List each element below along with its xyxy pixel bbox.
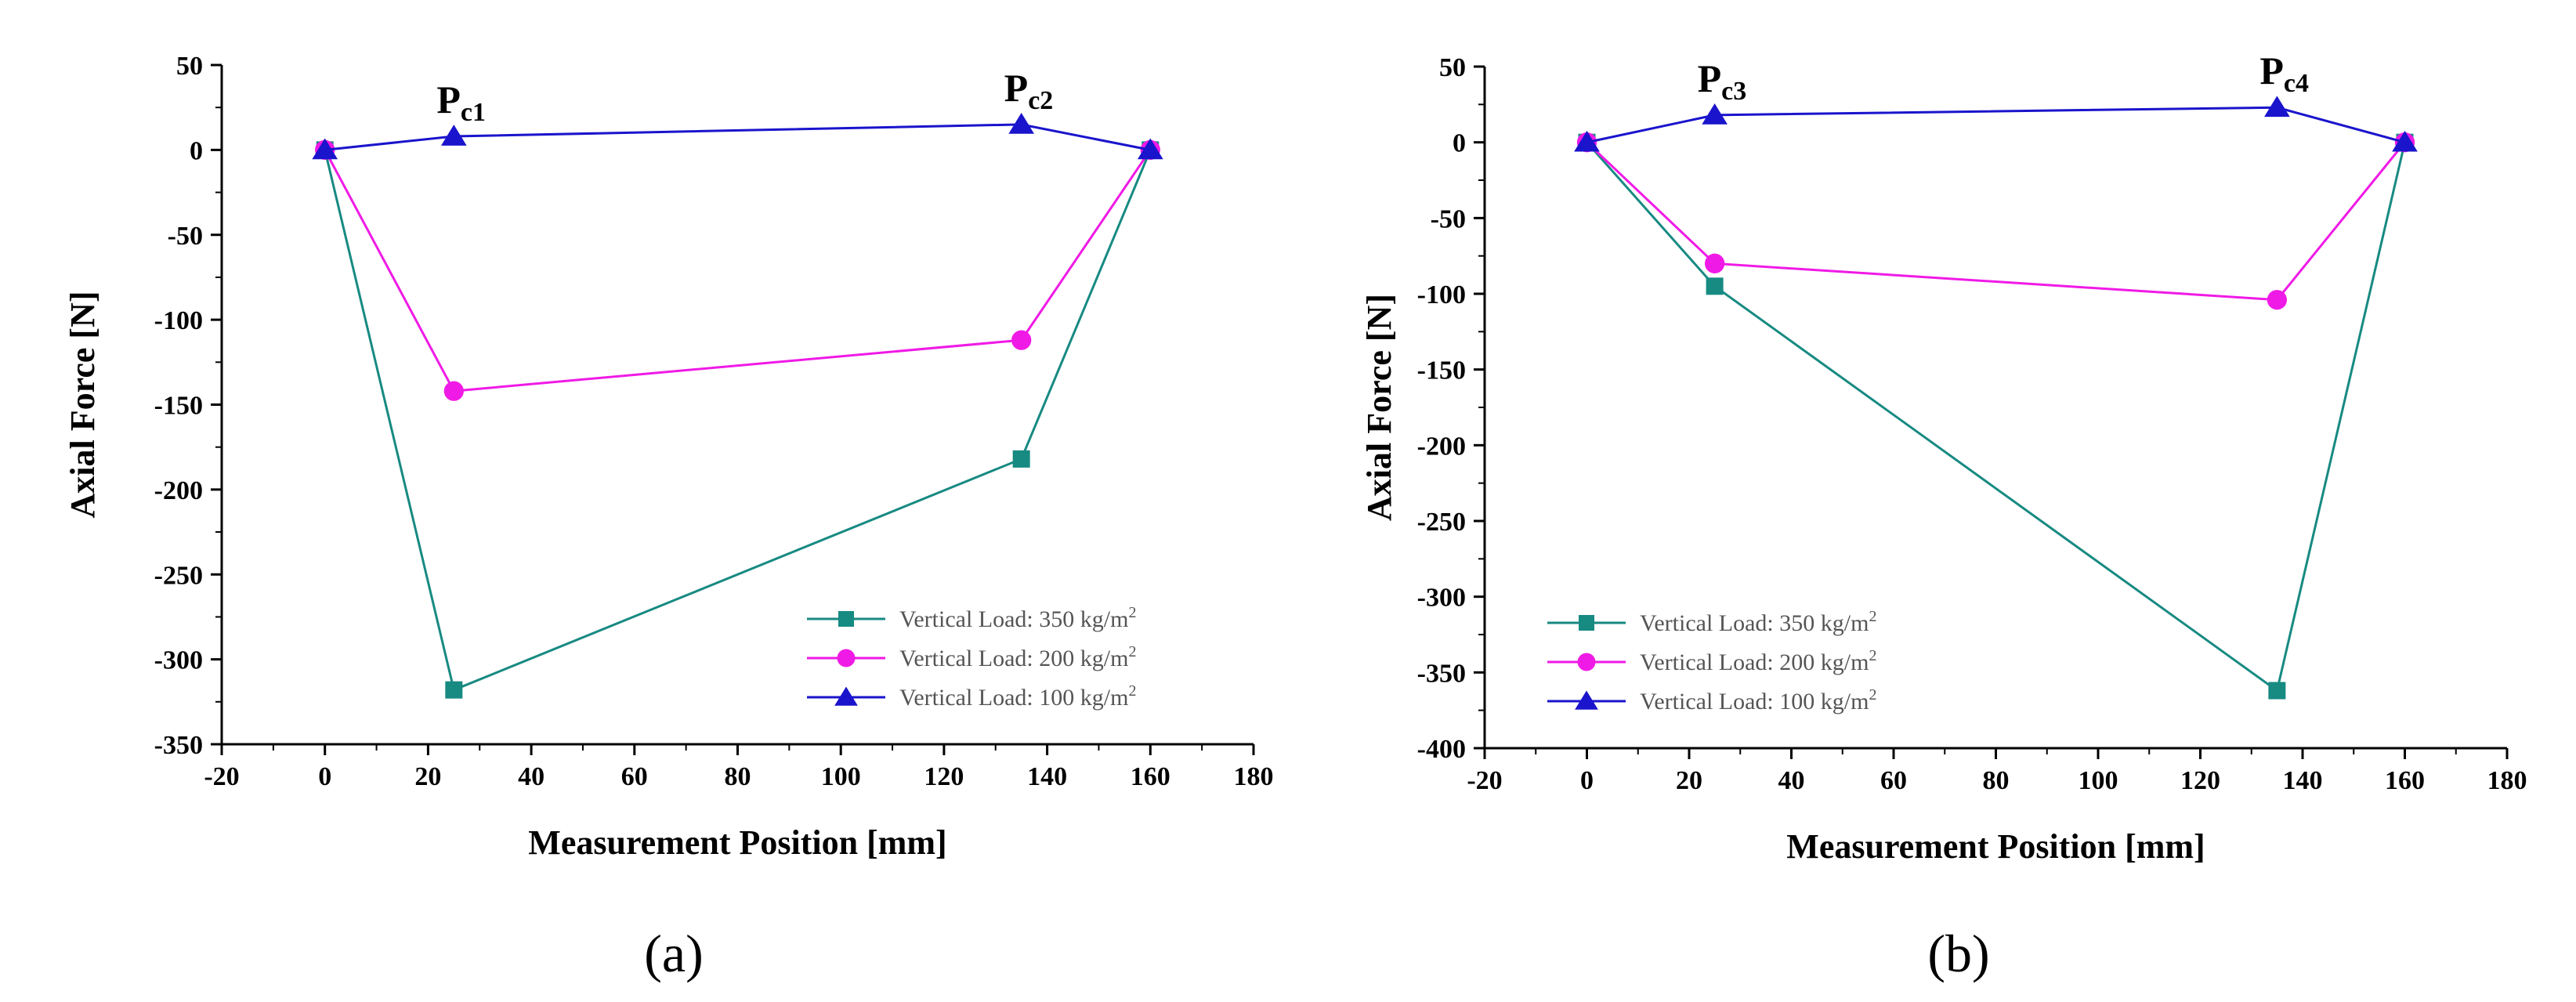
data-point — [1011, 330, 1032, 350]
x-tick-label: 160 — [1131, 762, 1170, 791]
data-point — [1574, 130, 1600, 152]
series-2 — [312, 113, 1163, 160]
y-tick-label: -350 — [154, 731, 203, 760]
x-tick-label: -20 — [204, 762, 239, 791]
y-tick-label: -100 — [154, 306, 203, 335]
data-point — [1137, 138, 1163, 160]
x-tick-label: -20 — [1467, 766, 1502, 795]
y-tick-label: 0 — [190, 136, 203, 165]
series-line — [324, 123, 1151, 151]
data-point — [1008, 113, 1035, 134]
point-annotation: Pc4 — [2259, 49, 2309, 98]
x-tick-label: 60 — [1880, 766, 1907, 795]
point-annotation: Pc3 — [1698, 56, 1747, 106]
series-1 — [1576, 132, 2415, 310]
series-line — [1586, 141, 2406, 302]
y-tick-label: 50 — [1439, 53, 1466, 82]
legend-entry: Vertical Load: 100 kg/m2 — [899, 682, 1136, 711]
y-tick-label: -250 — [154, 561, 203, 590]
x-tick-label: 0 — [318, 762, 331, 791]
data-point — [443, 381, 464, 401]
legend-entry: Vertical Load: 100 kg/m2 — [1640, 686, 1876, 714]
x-tick-label: 120 — [2180, 766, 2220, 795]
legend-entry: Vertical Load: 200 kg/m2 — [1640, 647, 1876, 675]
y-tick-label: -150 — [154, 392, 203, 421]
y-tick-label: -200 — [154, 476, 203, 505]
y-tick-label: -400 — [1417, 735, 1466, 764]
series-line — [1586, 106, 2405, 144]
y-tick-label: 0 — [1453, 129, 1466, 158]
x-tick-label: 20 — [1676, 766, 1702, 795]
y-tick-label: -300 — [1417, 584, 1466, 613]
data-point — [2264, 96, 2290, 118]
x-tick-label: 80 — [1983, 766, 2010, 795]
legend-marker — [838, 611, 854, 627]
y-tick-label: -150 — [1417, 356, 1466, 385]
legend-marker — [1575, 690, 1598, 710]
legend-entry: Vertical Load: 350 kg/m2 — [1640, 608, 1876, 636]
y-tick-label: -50 — [1431, 204, 1466, 233]
series-line — [324, 149, 1152, 392]
data-point — [312, 138, 338, 160]
x-tick-label: 60 — [621, 762, 648, 791]
x-tick-label: 100 — [2079, 766, 2118, 795]
y-tick-label: -50 — [168, 222, 203, 251]
series-line — [324, 149, 1152, 692]
legend-marker — [837, 649, 856, 667]
x-axis-title: Measurement Position [mm] — [528, 823, 946, 862]
x-axis-title: Measurement Position [mm] — [1786, 827, 2205, 866]
chart-panel-b: 500-50-100-150-200-250-300-350-400-20 0 20… — [1360, 49, 2527, 983]
point-annotation: Pc1 — [436, 78, 486, 127]
legend-entry: Vertical Load: 350 kg/m2 — [899, 604, 1136, 632]
legend-entry: Vertical Load: 200 kg/m2 — [899, 643, 1136, 671]
data-point — [1012, 450, 1030, 468]
x-tick-label: 180 — [2487, 766, 2527, 795]
chart-panel-a: 500-50-100-150-200-250-300-350-20 0 20 40 60… — [63, 52, 1274, 983]
series-line — [1586, 141, 2406, 693]
panel-label: (a) — [644, 924, 703, 983]
x-tick-label: 20 — [414, 762, 441, 791]
x-tick-label: 40 — [518, 762, 545, 791]
data-point — [1702, 103, 1728, 125]
legend-marker — [834, 686, 858, 706]
x-tick-label: 80 — [725, 762, 751, 791]
x-tick-label: 140 — [2283, 766, 2323, 795]
y-tick-label: -350 — [1417, 659, 1466, 688]
legend-marker — [1577, 653, 1596, 671]
x-tick-label: 180 — [1234, 762, 1274, 791]
data-point — [2392, 130, 2418, 152]
y-tick-label: -100 — [1417, 280, 1466, 309]
data-point — [2268, 682, 2286, 700]
y-axis-title: Axial Force [N] — [1360, 294, 1398, 521]
x-tick-label: 40 — [1778, 766, 1805, 795]
data-point — [440, 125, 467, 146]
y-axis-title: Axial Force [N] — [63, 291, 102, 519]
x-tick-label: 0 — [1580, 766, 1594, 795]
y-tick-label: -200 — [1417, 432, 1466, 461]
data-point — [445, 681, 463, 699]
point-annotation: Pc2 — [1004, 66, 1054, 115]
data-point — [1706, 277, 1724, 295]
legend-marker — [1579, 615, 1594, 631]
y-tick-label: -250 — [1417, 508, 1466, 537]
legend: Vertical Load: 350 kg/m2 Vertical Load: 2… — [1547, 608, 1876, 714]
y-tick-label: -300 — [154, 646, 203, 675]
data-point — [1704, 253, 1725, 273]
x-tick-label: 140 — [1027, 762, 1067, 791]
x-tick-label: 160 — [2385, 766, 2425, 795]
x-tick-label: 120 — [924, 762, 964, 791]
series-1 — [315, 139, 1160, 401]
x-tick-label: 100 — [821, 762, 861, 791]
data-point — [2267, 290, 2288, 310]
panel-label: (b) — [1927, 924, 1989, 983]
series-2 — [1574, 96, 2418, 152]
y-tick-label: 50 — [176, 52, 203, 81]
legend: Vertical Load: 350 kg/m2 Vertical Load: 2… — [807, 604, 1136, 711]
